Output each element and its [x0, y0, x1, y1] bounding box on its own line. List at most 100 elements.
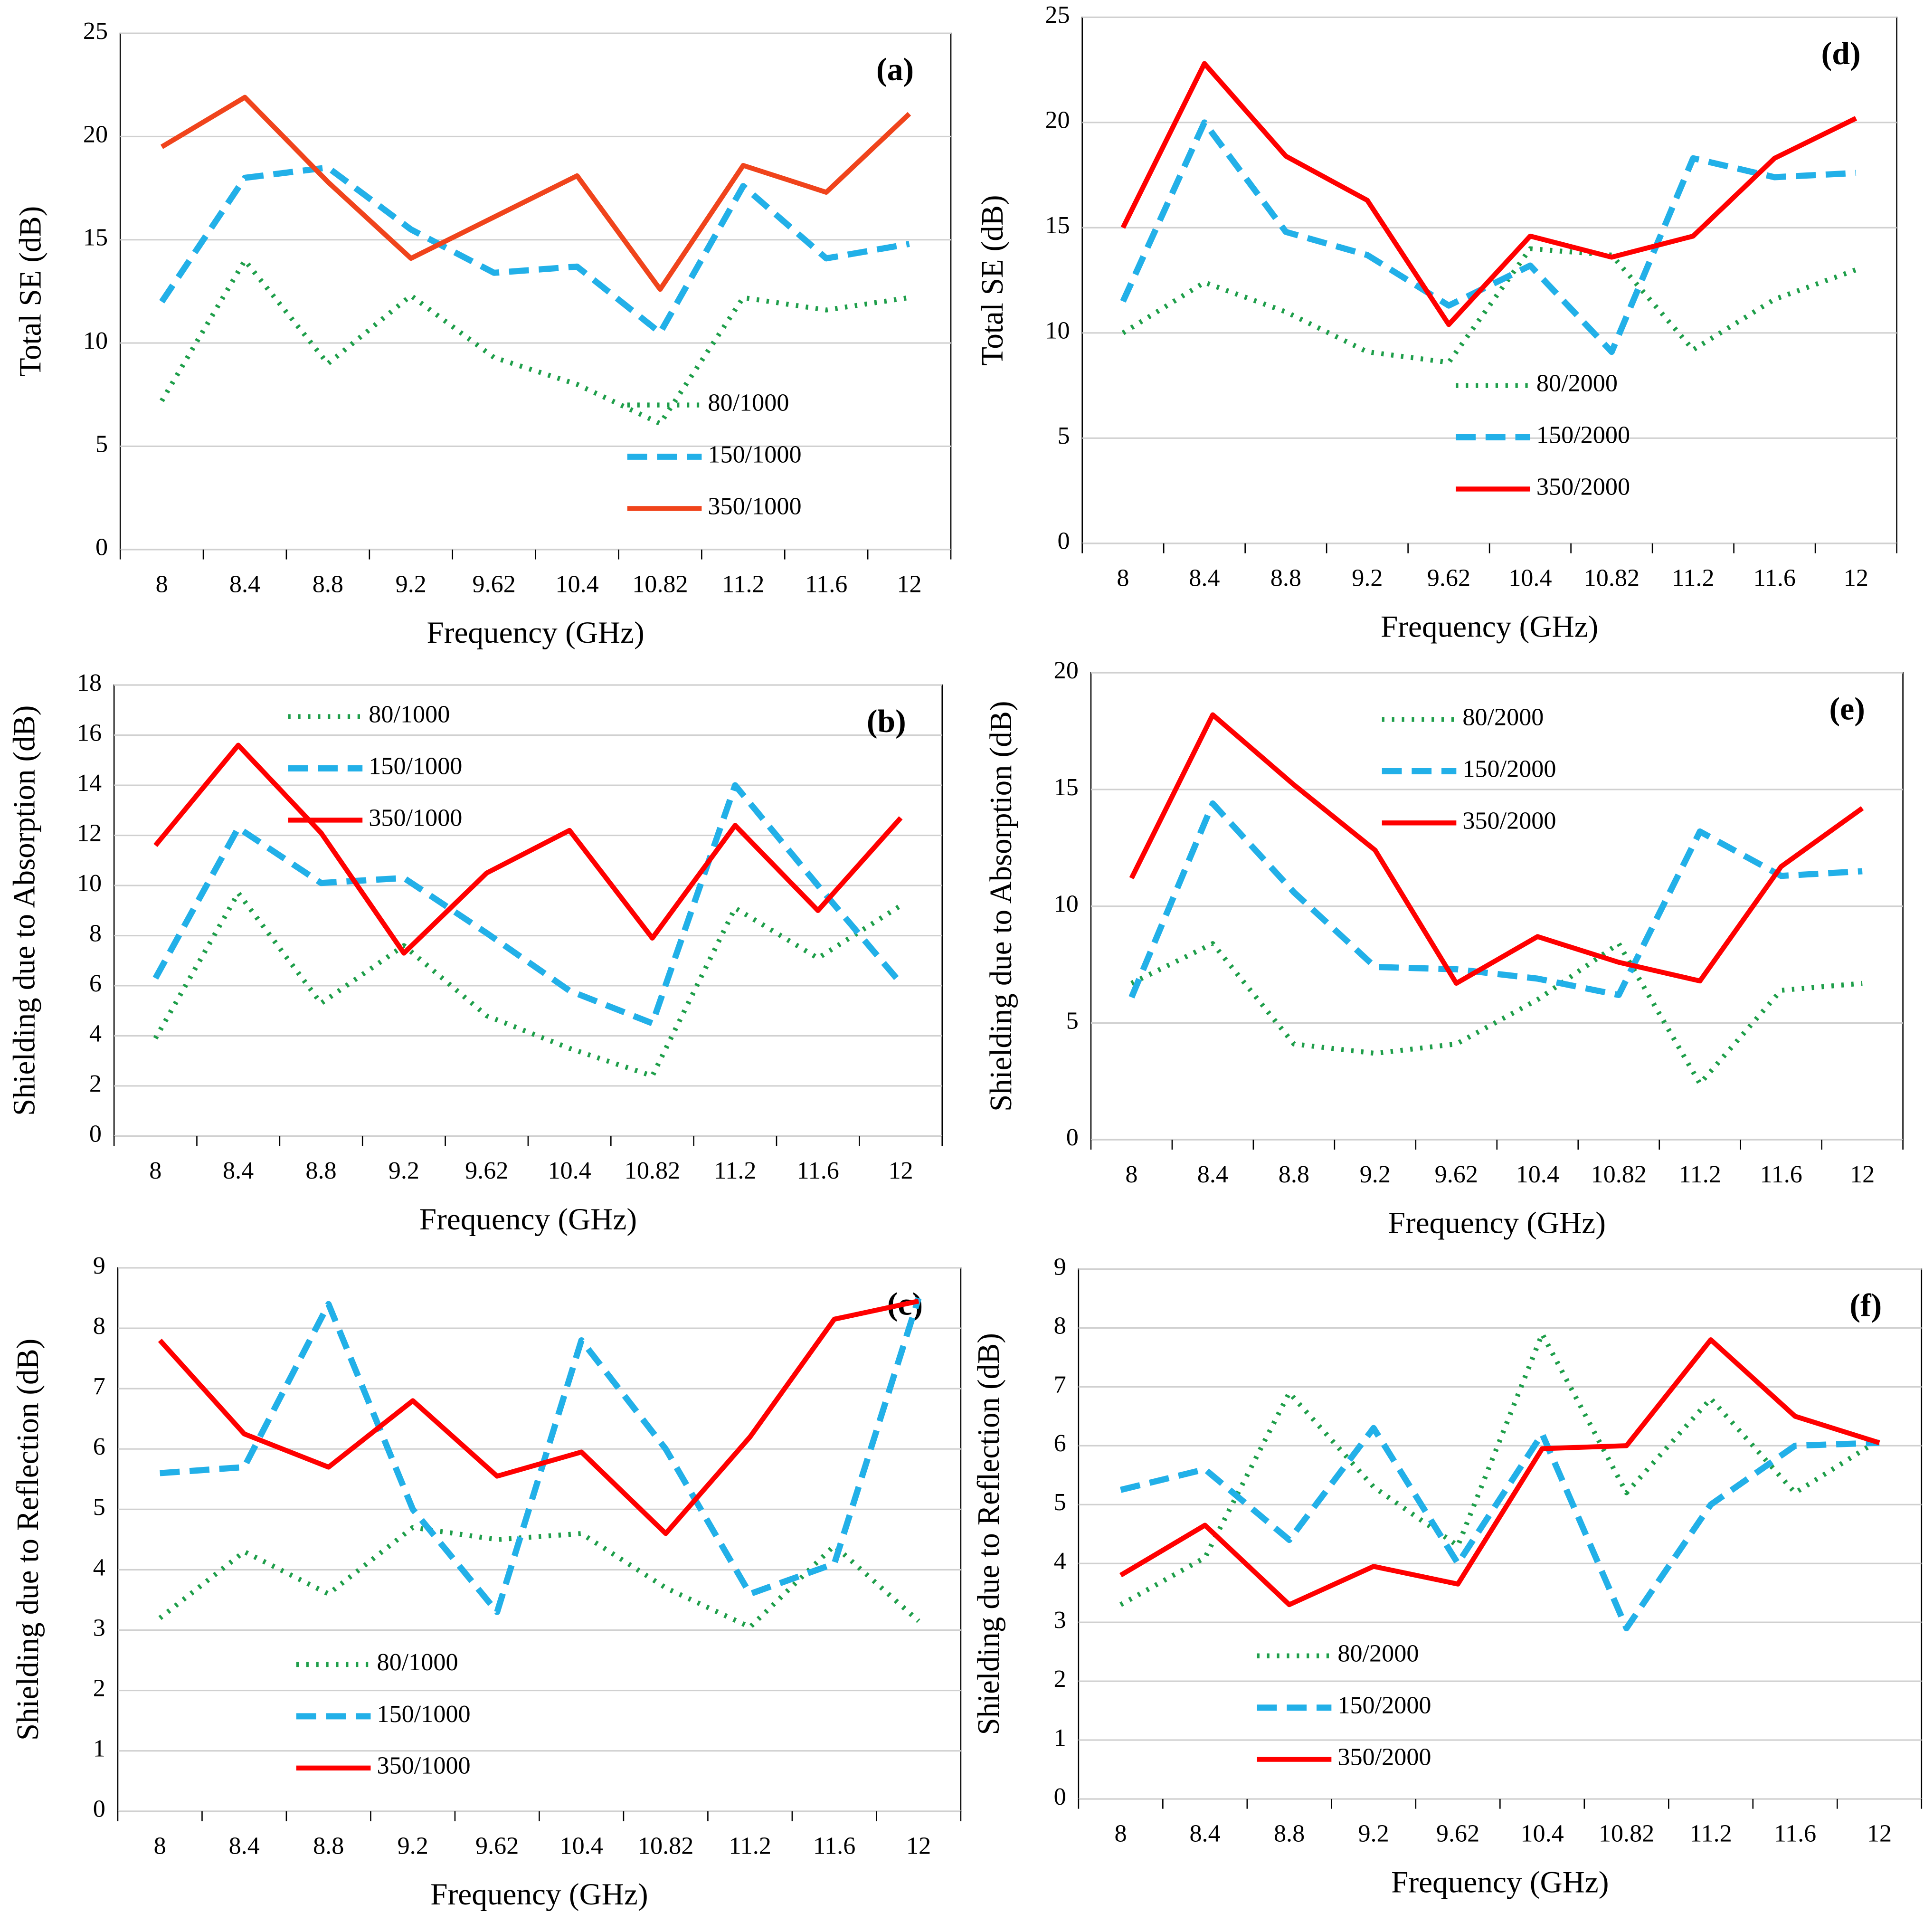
y-tick-label: 6 — [89, 970, 102, 997]
panel-label: (b) — [867, 704, 906, 739]
y-tick-label: 0 — [93, 1796, 105, 1823]
legend-label: 350/2000 — [1536, 474, 1630, 501]
x-tick-label: 9.62 — [475, 1833, 519, 1860]
y-tick-label: 14 — [77, 770, 102, 797]
x-tick-label: 12 — [897, 571, 921, 598]
x-tick-label: 9.2 — [1358, 1820, 1389, 1847]
legend-label: 80/2000 — [1337, 1640, 1419, 1667]
x-tick-label: 9.62 — [1436, 1820, 1479, 1847]
x-tick-label: 9.62 — [472, 571, 515, 598]
y-tick-label: 25 — [1045, 1, 1070, 29]
x-axis-label: Frequency (GHz) — [419, 1202, 637, 1237]
x-tick-label: 9.2 — [396, 571, 427, 598]
series-line — [1119, 1331, 1881, 1607]
y-axis-label: Shielding due to Reflection (dB) — [11, 1339, 45, 1741]
y-tick-label: 1 — [93, 1735, 105, 1762]
y-tick-label: 15 — [1054, 774, 1079, 801]
y-tick-label: 7 — [1054, 1371, 1066, 1398]
x-tick-label: 9.2 — [389, 1157, 419, 1184]
y-tick-label: 5 — [1054, 1489, 1066, 1516]
x-tick-label: 8 — [1115, 1820, 1127, 1847]
y-tick-label: 10 — [1045, 317, 1070, 344]
x-tick-label: 8.4 — [223, 1157, 254, 1184]
y-tick-label: 0 — [1066, 1124, 1079, 1151]
plot-frame — [1078, 1268, 1923, 1800]
x-tick-label: 10.4 — [560, 1833, 603, 1860]
x-tick-label: 9.2 — [1352, 565, 1383, 592]
x-tick-label: 10.82 — [632, 571, 688, 598]
x-tick-label: 11.2 — [1689, 1820, 1732, 1847]
x-tick-label: 11.2 — [729, 1833, 771, 1860]
x-tick-label: 11.2 — [1679, 1161, 1721, 1188]
y-tick-label: 20 — [83, 121, 108, 148]
x-tick-label: 11.6 — [813, 1833, 855, 1860]
y-tick-label: 4 — [1054, 1548, 1066, 1575]
y-tick-label: 6 — [93, 1433, 105, 1460]
y-tick-label: 7 — [93, 1373, 105, 1400]
x-tick-label: 12 — [888, 1157, 913, 1184]
x-tick-label: 11.2 — [714, 1157, 756, 1184]
series-line — [1121, 246, 1857, 365]
series-line — [153, 890, 902, 1079]
y-tick-label: 2 — [89, 1070, 102, 1097]
legend-label: 80/2000 — [1536, 370, 1618, 397]
legend-label: 350/1000 — [708, 493, 801, 520]
x-tick-label: 9.62 — [1427, 565, 1470, 592]
y-tick-label: 16 — [77, 720, 102, 747]
panel-label: (d) — [1821, 36, 1861, 71]
series-line — [152, 782, 903, 1027]
panel-label: (a) — [876, 52, 914, 87]
series-line — [1129, 712, 1864, 986]
y-axis-label: Shielding due to Reflection (dB) — [972, 1333, 1006, 1735]
x-tick-label: 12 — [1867, 1820, 1892, 1847]
x-tick-label: 8.4 — [1197, 1161, 1228, 1188]
x-axis-label: Frequency (GHz) — [1381, 609, 1598, 644]
y-tick-label: 20 — [1054, 657, 1079, 684]
x-axis-label: Frequency (GHz) — [1388, 1206, 1606, 1240]
x-tick-label: 10.82 — [625, 1157, 680, 1184]
x-tick-label: 9.62 — [1435, 1161, 1478, 1188]
x-tick-label: 8 — [1117, 565, 1129, 592]
y-axis-label: Shielding due to Absorption (dB) — [984, 701, 1018, 1112]
y-tick-label: 15 — [83, 224, 108, 251]
y-tick-label: 8 — [1054, 1313, 1066, 1340]
x-tick-label: 8.8 — [313, 1833, 344, 1860]
x-tick-label: 10.82 — [638, 1833, 693, 1860]
legend-label: 80/1000 — [708, 390, 789, 417]
x-tick-label: 8.4 — [1189, 565, 1220, 592]
x-tick-label: 12 — [1850, 1161, 1875, 1188]
x-tick-label: 8.4 — [229, 571, 260, 598]
x-tick-label: 8.8 — [1270, 565, 1301, 592]
x-tick-label: 8.8 — [305, 1157, 336, 1184]
x-tick-label: 12 — [906, 1833, 931, 1860]
y-tick-label: 25 — [83, 18, 108, 45]
y-tick-label: 9 — [1054, 1254, 1066, 1281]
legend-label: 80/1000 — [369, 701, 450, 728]
series-line — [159, 164, 910, 336]
series-line — [1119, 1337, 1880, 1608]
series-line — [1120, 61, 1858, 327]
y-tick-label: 20 — [1045, 107, 1070, 134]
y-tick-label: 5 — [95, 430, 108, 457]
y-tick-label: 10 — [77, 870, 102, 897]
legend-label: 150/2000 — [1337, 1692, 1431, 1719]
y-tick-label: 5 — [1057, 422, 1070, 449]
x-tick-label: 11.6 — [1760, 1161, 1802, 1188]
legend-label: 350/1000 — [377, 1752, 470, 1780]
y-tick-label: 3 — [93, 1615, 105, 1642]
series-line — [1120, 1425, 1880, 1631]
series-line — [1130, 941, 1863, 1086]
x-tick-label: 11.6 — [797, 1157, 839, 1184]
series-line — [160, 258, 910, 426]
legend-label: 350/1000 — [369, 804, 462, 831]
x-tick-label: 10.4 — [555, 571, 598, 598]
y-tick-label: 3 — [1054, 1607, 1066, 1634]
series-line — [1128, 800, 1863, 999]
x-tick-label: 8 — [149, 1157, 161, 1184]
y-tick-label: 8 — [93, 1313, 105, 1340]
x-tick-label: 10.4 — [1520, 1820, 1564, 1847]
legend-label: 350/2000 — [1337, 1744, 1431, 1771]
x-tick-label: 11.2 — [1672, 565, 1714, 592]
